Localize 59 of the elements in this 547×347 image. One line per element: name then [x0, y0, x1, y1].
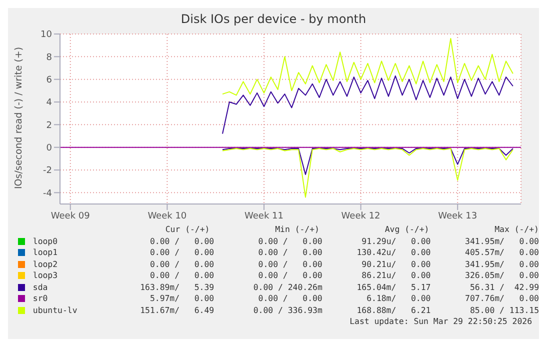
text: 90.21u/ 0.00	[360, 258, 431, 270]
text: 0.00 / 0.00	[257, 270, 322, 282]
text: 405.57m/ 0.00	[464, 247, 539, 258]
x-tick-label: Week 13	[438, 211, 478, 222]
text: 326.05m/ 0.00	[464, 270, 539, 282]
text: 130.42u/ 0.00	[356, 247, 431, 258]
y-tick-label: 4	[46, 98, 52, 108]
text: 0.00 / 0.00	[148, 247, 214, 258]
text: 0.00 / 0.00	[257, 258, 322, 270]
text: 56.31 / 42.99	[468, 282, 539, 293]
text: 6.18m/ 0.00	[366, 293, 431, 304]
legend-label: ubuntu-lv	[32, 304, 78, 316]
text: Last update: Sun Mar 29 22:50:25 2026	[348, 316, 532, 328]
text: 163.89m/ 5.39	[139, 282, 214, 293]
legend-label: loop2	[32, 258, 59, 270]
chart-title: Disk IOs per device - by month	[180, 11, 368, 28]
text: 0.00 / 0.00	[148, 270, 214, 282]
text: Cur (-/+)	[164, 224, 210, 236]
text: Avg (-/+)	[384, 224, 430, 236]
x-tick-label: Week 09	[50, 211, 90, 222]
text: 0.00 / 0.00	[257, 293, 322, 304]
y-tick-label: 0	[46, 144, 52, 154]
text: 85.00 / 113.15	[468, 304, 539, 316]
text: 0.00 / 0.00	[257, 236, 322, 247]
legend-label: loop0	[32, 236, 59, 247]
text: 0.00 / 0.00	[257, 247, 322, 258]
legend-label: sda	[32, 282, 49, 293]
text: 91.29u/ 0.00	[360, 236, 431, 247]
line-series	[222, 148, 514, 176]
y-tick-label: -4	[43, 188, 52, 199]
text: 0.00 / 0.00	[148, 258, 214, 270]
text: 341.95m/ 0.00	[464, 236, 539, 247]
text: 341.95m/ 0.00	[464, 258, 539, 270]
line-series	[222, 75, 514, 134]
text: 707.76m/ 0.00	[464, 293, 539, 304]
text: 5.97m/ 0.00	[148, 293, 214, 304]
y-tick-label: 6	[46, 76, 52, 86]
text: 165.04m/ 5.17	[356, 282, 431, 293]
text: 168.88m/ 6.21	[356, 304, 431, 316]
text: 151.67m/ 6.49	[139, 304, 214, 316]
y-tick-label: 2	[46, 120, 52, 131]
text: 0.00 / 336.93m	[252, 304, 322, 316]
y-tick-label: 8	[46, 52, 52, 63]
line-series	[222, 148, 514, 198]
text: Min (-/+)	[274, 224, 320, 236]
legend-label: loop3	[32, 270, 59, 282]
text: Max (-/+)	[494, 224, 539, 236]
y-tick-label: -2	[43, 166, 52, 176]
x-tick-label: Week 11	[244, 211, 284, 222]
y-tick-label: 10	[40, 30, 52, 40]
legend-label: sr0	[32, 293, 49, 304]
x-tick-label: Week 12	[341, 211, 380, 222]
legend-label: loop1	[32, 247, 59, 258]
line-series	[222, 38, 514, 96]
x-tick-label: Week 10	[148, 211, 187, 222]
text: 86.21u/ 0.00	[360, 270, 431, 282]
y-axis-title: IOs/second read (-) / write (+)	[13, 46, 24, 189]
text: 0.00 / 240.26m	[252, 282, 322, 293]
text: 0.00 / 0.00	[148, 236, 214, 247]
